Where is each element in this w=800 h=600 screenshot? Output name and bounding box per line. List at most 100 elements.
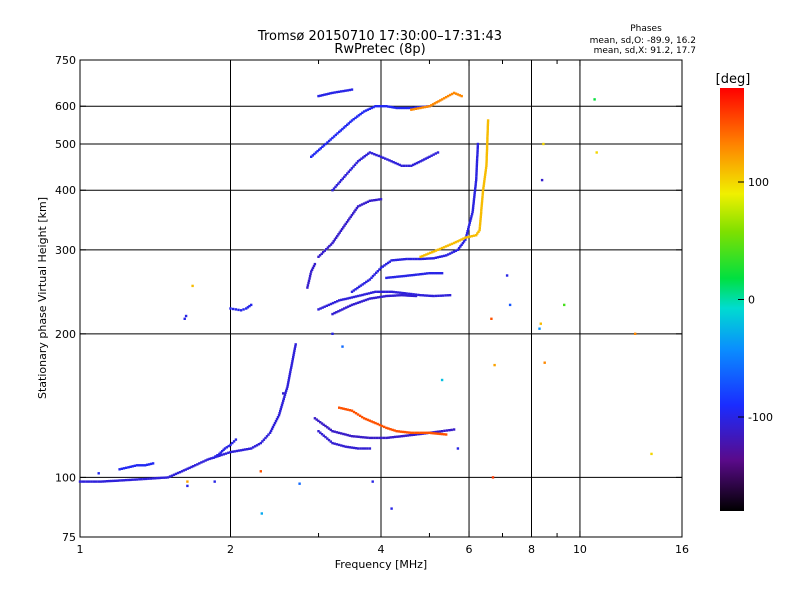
data-point — [229, 443, 232, 447]
data-point — [298, 482, 301, 485]
data-point — [343, 224, 346, 227]
data-point — [434, 272, 437, 275]
data-point — [392, 259, 395, 262]
data-point — [112, 479, 115, 483]
data-point — [327, 427, 331, 430]
data-point — [291, 358, 294, 361]
data-point — [486, 138, 489, 142]
data-point — [328, 244, 331, 248]
data-point — [347, 170, 350, 173]
data-point — [340, 407, 343, 410]
data-point — [387, 276, 390, 279]
data-point — [288, 372, 292, 376]
data-point — [378, 105, 381, 108]
data-point — [456, 93, 460, 96]
stats-line-o: mean, sd,O: -89.9, 16.2 — [590, 36, 696, 46]
data-point — [149, 477, 152, 480]
data-point — [417, 257, 420, 261]
data-point — [538, 327, 541, 330]
data-point — [448, 252, 452, 255]
data-point — [426, 156, 429, 159]
stats-line-x: mean, sd,X: 91.2, 17.7 — [594, 46, 696, 56]
data-point — [287, 377, 291, 380]
data-point — [320, 252, 323, 255]
data-point — [476, 154, 479, 157]
data-point — [412, 163, 415, 167]
data-point — [431, 103, 435, 106]
data-point — [280, 403, 284, 407]
data-point — [388, 290, 391, 293]
data-point — [375, 198, 378, 202]
data-point — [198, 462, 201, 465]
data-point — [363, 293, 366, 296]
data-point — [471, 208, 475, 212]
data-point — [335, 443, 339, 446]
data-point — [374, 296, 378, 299]
data-point — [402, 434, 405, 438]
data-point — [446, 294, 449, 297]
data-point — [485, 156, 488, 159]
data-point — [246, 306, 250, 309]
data-point — [361, 283, 364, 286]
data-point — [147, 477, 150, 480]
data-point — [327, 92, 330, 95]
data-point — [376, 296, 380, 299]
data-point — [168, 475, 172, 478]
data-point — [452, 250, 456, 253]
data-point — [383, 295, 386, 298]
data-point — [426, 272, 429, 275]
chart-title: Tromsø 20150710 17:30:00–17:31:43 — [257, 29, 502, 44]
data-point — [218, 454, 221, 457]
data-point — [336, 132, 339, 135]
data-point — [355, 435, 358, 438]
data-point — [261, 440, 264, 443]
data-point — [389, 105, 392, 109]
chart-subtitle: RwPretec (8p) — [334, 42, 425, 57]
data-point — [423, 431, 427, 434]
data-point — [210, 457, 213, 460]
data-point — [231, 450, 234, 453]
data-point — [460, 238, 463, 241]
data-point — [433, 102, 437, 105]
data-point — [325, 93, 328, 96]
data-point — [317, 308, 320, 311]
data-point — [386, 261, 390, 265]
data-point — [354, 288, 357, 291]
data-point — [212, 456, 215, 459]
data-point — [390, 160, 393, 163]
data-point — [365, 153, 368, 157]
data-point — [333, 238, 337, 241]
data-point — [391, 294, 395, 297]
data-point — [338, 406, 341, 409]
data-point — [94, 480, 98, 483]
data-point — [462, 240, 466, 243]
colorbar-ticks: 100 0 -100 — [738, 176, 773, 424]
data-point — [331, 91, 334, 95]
data-point — [401, 430, 405, 434]
data-point — [458, 94, 461, 97]
x-tick-label: 1 — [77, 543, 84, 556]
data-point — [334, 133, 337, 137]
data-point — [378, 436, 381, 440]
data-point — [460, 243, 463, 246]
data-point — [364, 436, 367, 439]
data-point — [364, 447, 367, 450]
data-point — [493, 363, 496, 367]
data-point — [385, 294, 388, 298]
data-point — [480, 211, 483, 214]
data-point — [478, 228, 481, 232]
data-point — [243, 448, 247, 451]
data-point — [138, 478, 141, 481]
data-point — [456, 248, 460, 251]
data-point — [479, 217, 482, 221]
data-point — [460, 94, 463, 98]
data-point — [370, 199, 374, 202]
data-point — [337, 90, 341, 93]
data-point — [354, 447, 358, 450]
data-point — [402, 294, 405, 297]
data-point — [469, 219, 472, 222]
data-point — [403, 430, 407, 434]
data-point — [474, 183, 477, 186]
data-point — [78, 480, 82, 483]
